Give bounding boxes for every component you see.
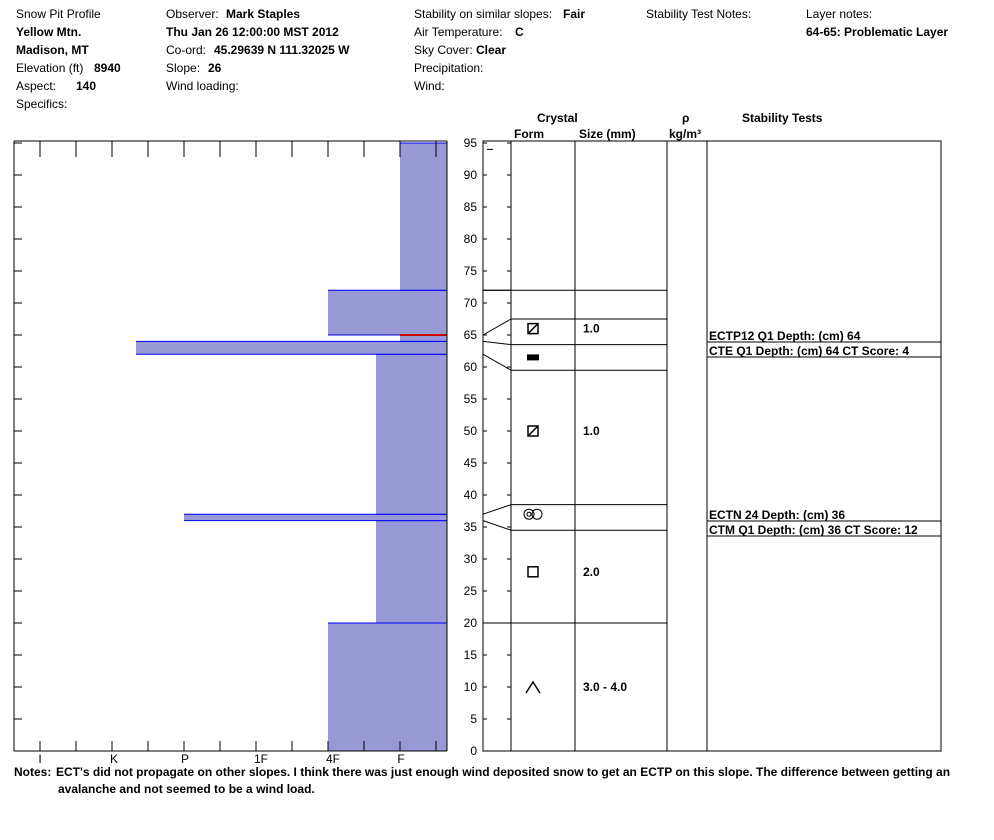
observer-label: Observer:	[166, 7, 219, 21]
layer-notes-label: Layer notes:	[806, 7, 873, 21]
elevation-value: 8940	[94, 61, 121, 75]
slope-label: Slope:	[166, 61, 201, 75]
hardness-bar	[400, 143, 447, 291]
depth-tick-label: 5	[470, 712, 477, 726]
specifics-label: Specifics:	[16, 97, 68, 111]
depth-tick-label: 95	[464, 136, 478, 150]
depth-tick-label: 55	[464, 392, 478, 406]
sky-value: Clear	[476, 43, 507, 57]
density-unit-header: kg/m³	[669, 127, 702, 141]
slope-value: 26	[208, 61, 222, 75]
crystal-size-label: 3.0 - 4.0	[583, 680, 627, 694]
surface-hoar-icon-inner	[526, 511, 532, 517]
location-name: Yellow Mtn.	[16, 25, 82, 39]
depth-tick-label: 15	[464, 648, 478, 662]
stability-notes-label: Stability Test Notes:	[646, 7, 752, 21]
rounding-facets-icon	[527, 425, 539, 437]
table-frame	[482, 140, 942, 752]
surface-hoar-icon-right	[531, 508, 543, 520]
depth-tick-label: 40	[464, 488, 478, 502]
precip-label: Precipitation:	[414, 61, 484, 75]
notes-line-2: avalanche and not seemed to be a wind lo…	[58, 782, 315, 796]
depth-tick-label: 70	[464, 296, 478, 310]
depth-tick-label: 65	[464, 328, 478, 342]
aspect-label: Aspect:	[16, 79, 57, 93]
surface-hoar-icon	[523, 508, 535, 520]
hardness-bar	[376, 354, 447, 515]
air-temp-value: C	[515, 25, 524, 39]
stability-tests-header: Stability Tests	[742, 111, 823, 125]
layer-connector	[482, 353, 512, 371]
depth-tick-label: 30	[464, 552, 478, 566]
hardness-axis-label: I	[38, 752, 41, 766]
elevation-label: Elevation (ft)	[16, 61, 84, 75]
coord-label: Co-ord:	[166, 43, 207, 57]
layer-connector	[482, 318, 512, 336]
wind-loading-label: Wind loading:	[166, 79, 239, 93]
rho-header: ρ	[682, 111, 690, 125]
layer-connector	[482, 340, 512, 346]
layer-connector	[482, 520, 512, 531]
stability-test-result: CTM Q1 Depth: (cm) 36 CT Score: 12	[709, 523, 918, 537]
wind-label: Wind:	[414, 79, 445, 93]
depth-tick-label: 0	[470, 744, 477, 758]
hardness-bar	[376, 520, 447, 623]
notes-line-1: ECT's did not propagate on other slopes.…	[56, 765, 951, 779]
depth-tick-label: 25	[464, 584, 478, 598]
depth-tick-label: 85	[464, 200, 478, 214]
hardness-axis-label: F	[397, 752, 404, 766]
notes-label: Notes:	[14, 765, 52, 779]
rounding-facets-icon	[527, 322, 539, 335]
stability-test-result: ECTN 24 Depth: (cm) 36	[709, 508, 845, 522]
hardness-bar	[136, 341, 447, 355]
layer-notes-value: 64-65: Problematic Layer	[806, 25, 949, 39]
crystal-size-label: 2.0	[583, 565, 600, 579]
aspect-value: 140	[76, 79, 97, 93]
size-header: Size (mm)	[579, 127, 636, 141]
crystal-size-label: 1.0	[583, 322, 600, 336]
depth-tick-label: 90	[464, 168, 478, 182]
depth-tick-label: 35	[464, 520, 478, 534]
stability-test-result: CTE Q1 Depth: (cm) 64 CT Score: 4	[709, 344, 909, 358]
sky-label: Sky Cover:	[414, 43, 473, 57]
hardness-axis-label: P	[181, 752, 189, 766]
depth-hoar-icon	[525, 680, 541, 694]
form-header: Form	[514, 127, 544, 141]
depth-tick-label: 75	[464, 264, 478, 278]
date-value: Thu Jan 26 12:00:00 MST 2012	[166, 25, 339, 39]
depth-tick-label: 45	[464, 456, 478, 470]
depth-tick-label: 10	[464, 680, 478, 694]
hardness-bar	[328, 290, 447, 335]
region-name: Madison, MT	[16, 43, 89, 57]
rounding-facets-slash	[527, 425, 539, 437]
faceted-icon	[527, 566, 539, 578]
depth-tick-label: 50	[464, 424, 478, 438]
depth-tick-label: 60	[464, 360, 478, 374]
hardness-bar	[400, 335, 447, 342]
stability-value: Fair	[563, 7, 586, 21]
hardness-axis-label: K	[110, 752, 118, 766]
hardness-bar	[184, 514, 447, 521]
rounding-facets-slash	[527, 323, 539, 335]
coord-value: 45.29639 N 111.32025 W	[214, 43, 350, 57]
stability-test-result: ECTP12 Q1 Depth: (cm) 64	[709, 329, 861, 343]
crystal-header: Crystal	[537, 111, 578, 125]
stability-label: Stability on similar slopes:	[414, 7, 553, 21]
depth-tick-label: 80	[464, 232, 478, 246]
air-temp-label: Air Temperature:	[414, 25, 503, 39]
observer-value: Mark Staples	[226, 7, 301, 21]
profile-title: Snow Pit Profile	[16, 7, 101, 21]
layer-connector	[482, 504, 512, 515]
hardness-axis-label: 1F	[254, 752, 268, 766]
hardness-axis-label: 4F	[326, 752, 340, 766]
hardness-bar	[328, 623, 447, 751]
crystal-size-label: 1.0	[583, 424, 600, 438]
depth-tick-label: 20	[464, 616, 478, 630]
melt-freeze-crust-icon	[527, 354, 539, 361]
